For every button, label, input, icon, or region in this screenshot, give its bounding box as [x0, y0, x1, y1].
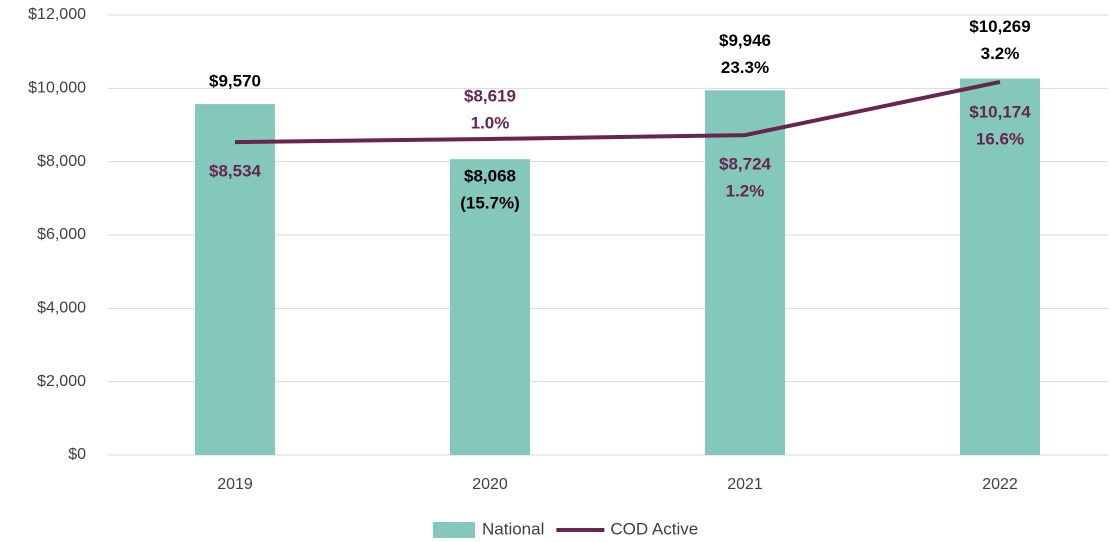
- x-tick-label: 2020: [472, 476, 508, 493]
- x-tick-label: 2021: [727, 476, 763, 493]
- y-tick-label: $8,000: [37, 153, 86, 170]
- legend-swatch: [433, 522, 475, 538]
- y-tick-label: $6,000: [37, 226, 86, 243]
- change-label: 3.2%: [981, 44, 1020, 63]
- bar: [195, 104, 275, 455]
- y-tick-label: $12,000: [28, 6, 86, 23]
- change-label: 1.0%: [471, 113, 510, 132]
- data-label: $8,068: [464, 167, 516, 186]
- y-tick-label: $0: [68, 446, 86, 463]
- legend-label: COD Active: [610, 519, 698, 538]
- data-label: $9,570: [209, 72, 261, 91]
- bar: [960, 78, 1040, 455]
- y-tick-label: $4,000: [37, 300, 86, 317]
- bar: [450, 159, 530, 455]
- change-label: 23.3%: [721, 58, 769, 77]
- data-label: $8,534: [209, 162, 262, 181]
- data-label: $10,174: [969, 102, 1031, 121]
- data-label: $8,619: [464, 86, 516, 105]
- data-label: $8,724: [719, 155, 772, 174]
- y-tick-label: $10,000: [28, 80, 86, 97]
- data-label: $9,946: [719, 31, 771, 50]
- data-label: $10,269: [969, 17, 1030, 36]
- change-label: 16.6%: [976, 129, 1024, 148]
- change-label: (15.7%): [460, 194, 520, 213]
- change-label: 1.2%: [726, 182, 765, 201]
- bar: [705, 90, 785, 456]
- line: [234, 79, 1001, 145]
- x-tick-label: 2019: [217, 476, 253, 493]
- legend-label: National: [482, 519, 544, 538]
- x-tick-label: 2022: [982, 476, 1018, 493]
- y-tick-label: $2,000: [37, 373, 86, 390]
